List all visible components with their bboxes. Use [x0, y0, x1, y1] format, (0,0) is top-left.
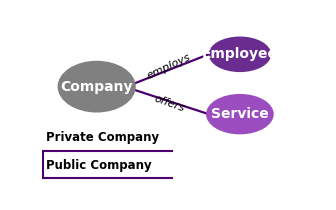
Ellipse shape	[209, 37, 271, 72]
Text: Public Company: Public Company	[46, 159, 152, 172]
Text: offers: offers	[153, 93, 186, 114]
Text: Private Company: Private Company	[46, 131, 159, 144]
Ellipse shape	[206, 94, 274, 134]
Text: employs: employs	[145, 52, 192, 81]
Text: Company: Company	[60, 80, 133, 94]
Text: Employee: Employee	[202, 47, 278, 61]
Text: Service: Service	[211, 107, 269, 121]
Ellipse shape	[58, 61, 136, 113]
